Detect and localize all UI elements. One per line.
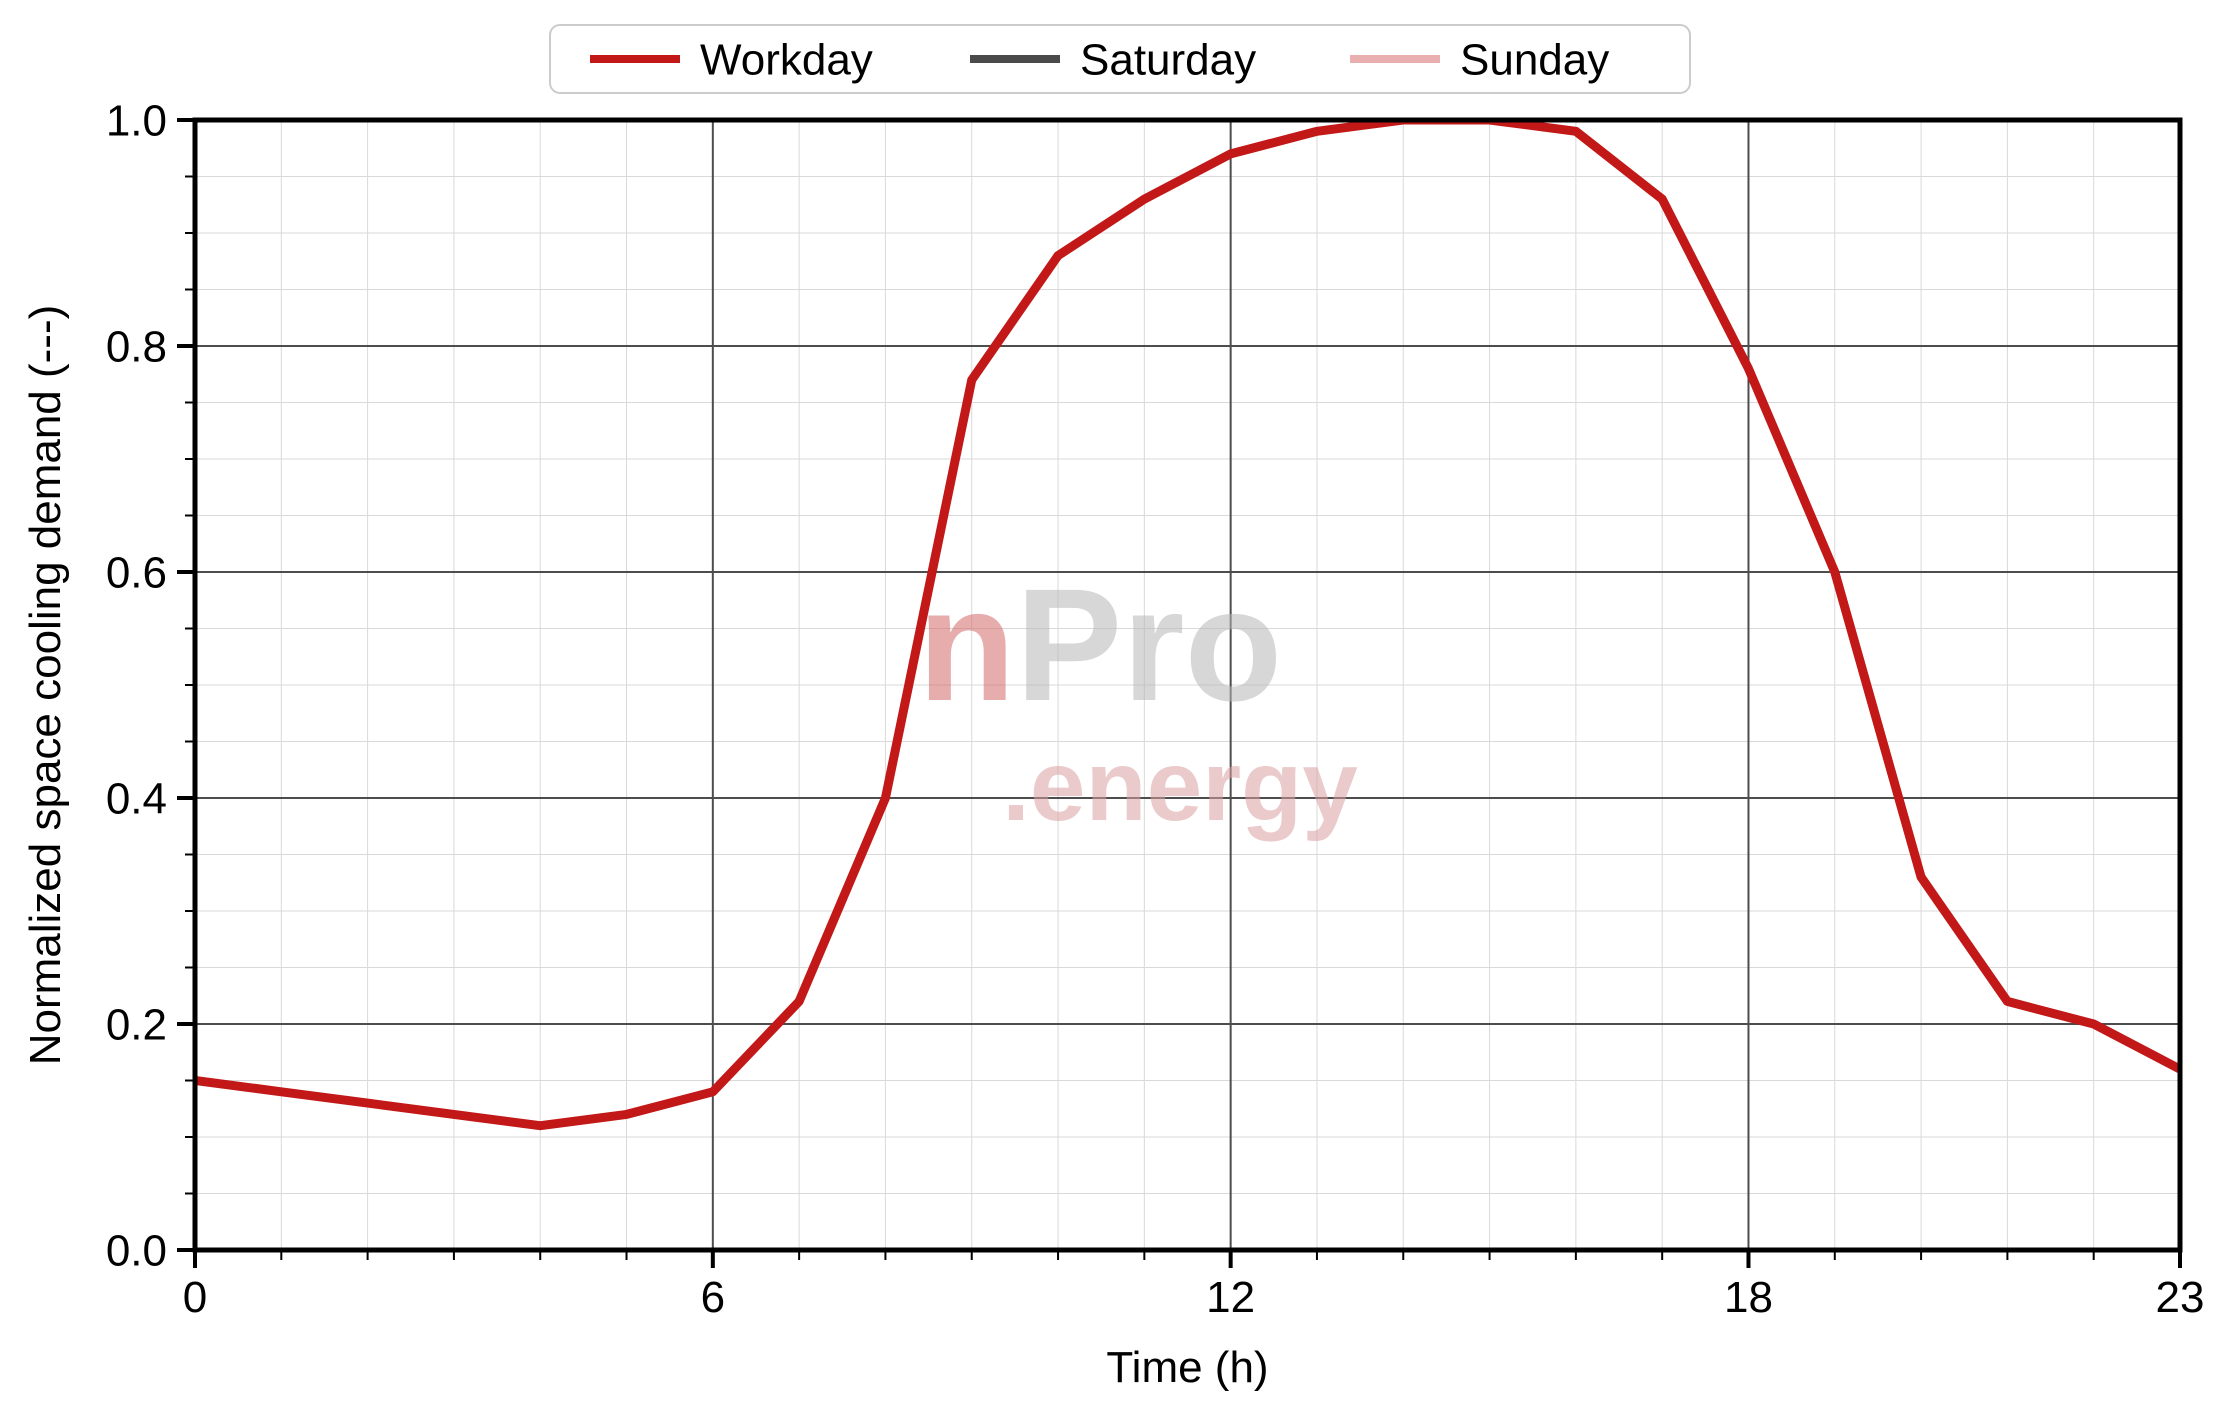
- legend-label: Sunday: [1460, 35, 1609, 84]
- legend-label: Workday: [700, 35, 873, 84]
- y-tick-label: 0.0: [106, 1226, 167, 1275]
- x-tick-label: 12: [1206, 1273, 1255, 1322]
- y-tick-label: 0.4: [106, 774, 167, 823]
- x-tick-label: 6: [701, 1273, 725, 1322]
- x-tick-label: 0: [183, 1273, 207, 1322]
- x-tick-label: 18: [1724, 1273, 1773, 1322]
- y-axis-label: Normalized space cooling demand (---): [21, 305, 70, 1066]
- y-tick-label: 0.2: [106, 1000, 167, 1049]
- x-axis-label: Time (h): [1106, 1343, 1268, 1392]
- line-chart: nPro.energy 0 6 12 18 23 0.0 0.2 0.4 0.6 0.8 1.0 Tim…: [0, 0, 2216, 1424]
- svg-text:.energy: .energy: [1002, 730, 1358, 842]
- chart-container: nPro.energy 0 6 12 18 23 0.0 0.2 0.4 0.6 0.8 1.0 Tim…: [0, 0, 2216, 1424]
- y-tick-label: 0.8: [106, 322, 167, 371]
- legend: Workday Saturday Sunday: [550, 25, 1690, 93]
- legend-label: Saturday: [1080, 35, 1256, 84]
- svg-text:nPro: nPro: [918, 555, 1282, 734]
- y-tick-label: 1.0: [106, 96, 167, 145]
- x-tick-label: 23: [2156, 1273, 2205, 1322]
- y-tick-label: 0.6: [106, 548, 167, 597]
